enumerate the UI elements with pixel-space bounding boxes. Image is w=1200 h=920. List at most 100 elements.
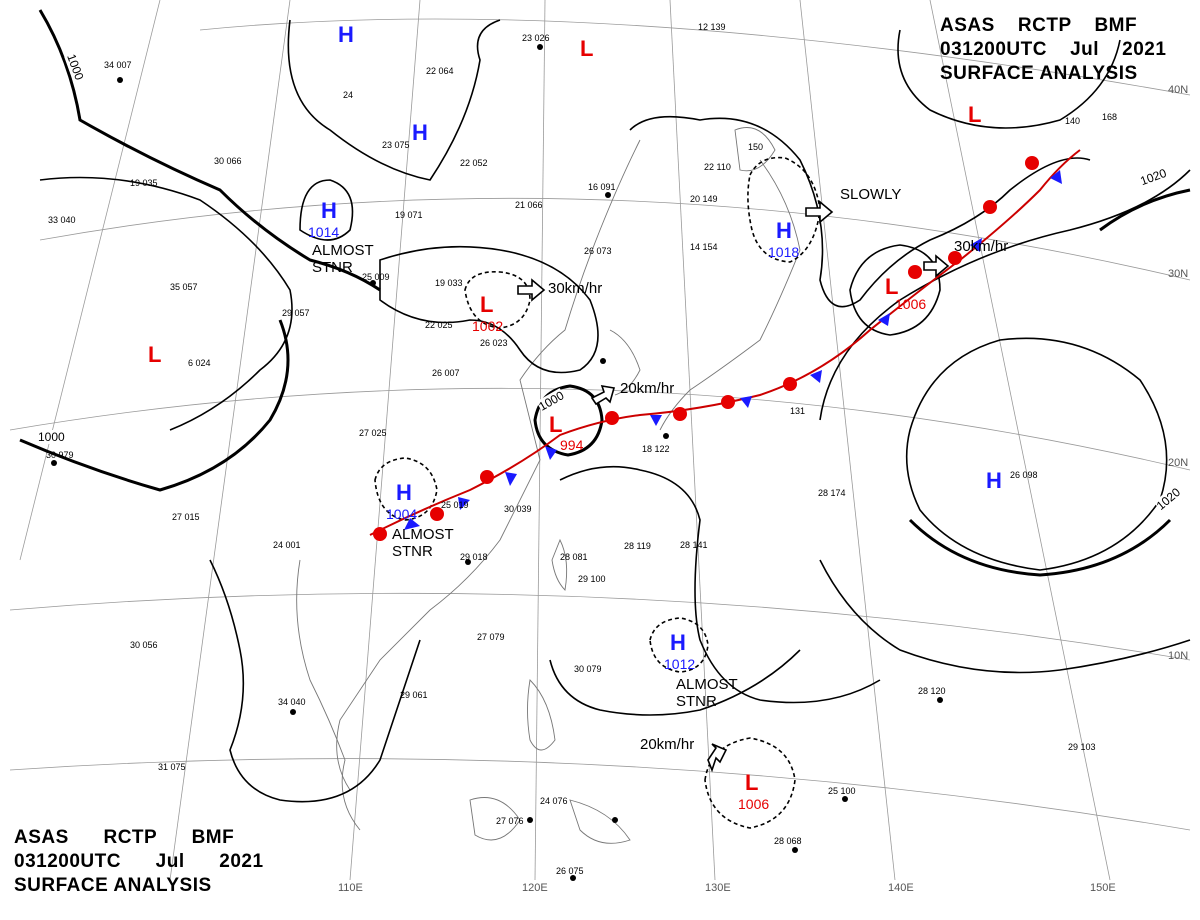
arrow-icon <box>590 384 616 406</box>
low-pressure-value: 1006 <box>738 796 770 812</box>
source-label: BMF <box>1094 15 1138 36</box>
isobar-1020-southeast <box>908 518 1172 577</box>
station-dot <box>117 77 123 83</box>
motion-note: 30km/hr <box>954 238 1009 255</box>
station-dot <box>612 817 618 823</box>
isobar-1006-south-ring <box>704 737 796 829</box>
arrow-icon <box>923 254 950 278</box>
isobar-northeast-low <box>897 29 1121 129</box>
graticule <box>9 0 1191 881</box>
low-pressure-symbol: L <box>148 342 162 367</box>
station-plot: 26 007 <box>432 368 460 378</box>
warm-semicircle <box>783 377 797 391</box>
station-plot: 26 073 <box>584 246 612 256</box>
warm-semicircle <box>605 411 619 425</box>
low-pressure-value: 1002 <box>472 318 504 334</box>
low-pressure-symbol: L <box>885 274 899 299</box>
isobar-1000-sw <box>19 319 290 492</box>
cold-triangle <box>650 415 662 426</box>
station-plot: 27 015 <box>172 512 200 522</box>
station-plot: 27 076 <box>496 816 524 826</box>
station-plot: 30 066 <box>214 156 242 166</box>
station-plot: 22 110 <box>704 162 731 172</box>
lon-label: 110E <box>338 882 363 894</box>
high-pressure-value: 1012 <box>664 656 696 672</box>
isobar-west <box>39 176 293 431</box>
front-line <box>369 149 1081 536</box>
station-plot: 34 040 <box>278 697 306 707</box>
station-dot <box>51 460 57 466</box>
coast-mindanao <box>569 799 631 844</box>
station-plot: 16 091 <box>588 182 616 192</box>
station-plot: 28 120 <box>918 686 946 696</box>
lon-line-130e <box>669 0 716 881</box>
lat-line-0 <box>9 758 1191 831</box>
station-plot: 28 068 <box>774 836 802 846</box>
high-pressure-symbol: H <box>670 630 686 655</box>
station-plot: 25 009 <box>362 272 390 282</box>
high-pressure-symbol: H <box>396 480 412 505</box>
product-label: SURFACE ANALYSIS <box>14 875 212 896</box>
station-plot: 30 979 <box>46 450 74 460</box>
agency-label: ASAS <box>14 827 69 848</box>
station-plot: 22 025 <box>425 320 453 330</box>
agency-label: ASAS <box>940 15 995 36</box>
station-plot: 28 119 <box>624 541 651 551</box>
lon-line-150e <box>929 0 1111 881</box>
isobar-1014-ring <box>299 179 354 241</box>
low-pressure-symbol: L <box>745 770 759 795</box>
warm-semicircle <box>673 407 687 421</box>
stationary-front <box>369 149 1081 541</box>
station-plot: 26 098 <box>1010 470 1038 480</box>
coast-indochina <box>296 559 361 831</box>
station-plot: 30 056 <box>130 640 158 650</box>
isobar-1002-ring <box>464 271 531 329</box>
lon-label: 140E <box>888 882 914 894</box>
station-plot: 35 057 <box>170 282 198 292</box>
station-plot: 29 100 <box>578 574 606 584</box>
isobar-1018-ring <box>747 156 821 263</box>
cold-triangle <box>970 238 982 252</box>
station-plot: 6 024 <box>188 358 211 368</box>
lon-label: 130E <box>705 882 731 894</box>
station-plot: 24 001 <box>273 540 301 550</box>
motion-note: 30km/hr <box>548 280 603 297</box>
warm-semicircle <box>908 265 922 279</box>
center-label: RCTP <box>1017 15 1072 36</box>
low-pressure-symbol: L <box>968 102 982 127</box>
center-label: RCTP <box>103 827 157 848</box>
high-pressure-symbol: H <box>776 218 792 243</box>
isobars <box>39 19 1191 829</box>
station-plot: 27 079 <box>477 632 505 642</box>
station-dot <box>663 433 669 439</box>
motion-arrows <box>517 200 950 773</box>
low-pressure-symbol: L <box>580 36 594 61</box>
lat-label: 30N <box>1168 268 1189 280</box>
station-plot: 23 026 <box>522 33 550 43</box>
high-pressure-symbol: H <box>321 198 337 223</box>
station-plot: 28 174 <box>818 488 846 498</box>
coast-luzon <box>527 679 556 751</box>
lat-line-30n <box>39 197 1191 281</box>
month-label: Jul <box>155 851 185 872</box>
station-plot: 24 076 <box>540 796 568 806</box>
warm-semicircle <box>373 527 387 541</box>
station-plot: 25 019 <box>441 500 469 510</box>
motion-note: SLOWLY <box>840 186 902 203</box>
cold-triangle <box>458 497 470 510</box>
month-label: Jul <box>1070 39 1100 60</box>
high-pressure-symbol: H <box>986 468 1002 493</box>
station-plot: 27 025 <box>359 428 387 438</box>
isobar-central <box>379 245 599 374</box>
station-plot: 20 149 <box>690 194 718 204</box>
cold-triangle <box>505 472 517 486</box>
station-plot: 31 075 <box>158 762 186 772</box>
station-plot: 21 066 <box>515 200 543 210</box>
station-plot: 28 141 <box>680 540 708 550</box>
cold-triangle <box>404 518 420 530</box>
station-plot: 19 071 <box>395 210 423 220</box>
isobar-northeast <box>629 115 1091 308</box>
station-plot: 26 075 <box>556 866 584 876</box>
high-pressure-symbol: H <box>412 120 428 145</box>
datetime-label: 031200UTC <box>940 39 1047 60</box>
